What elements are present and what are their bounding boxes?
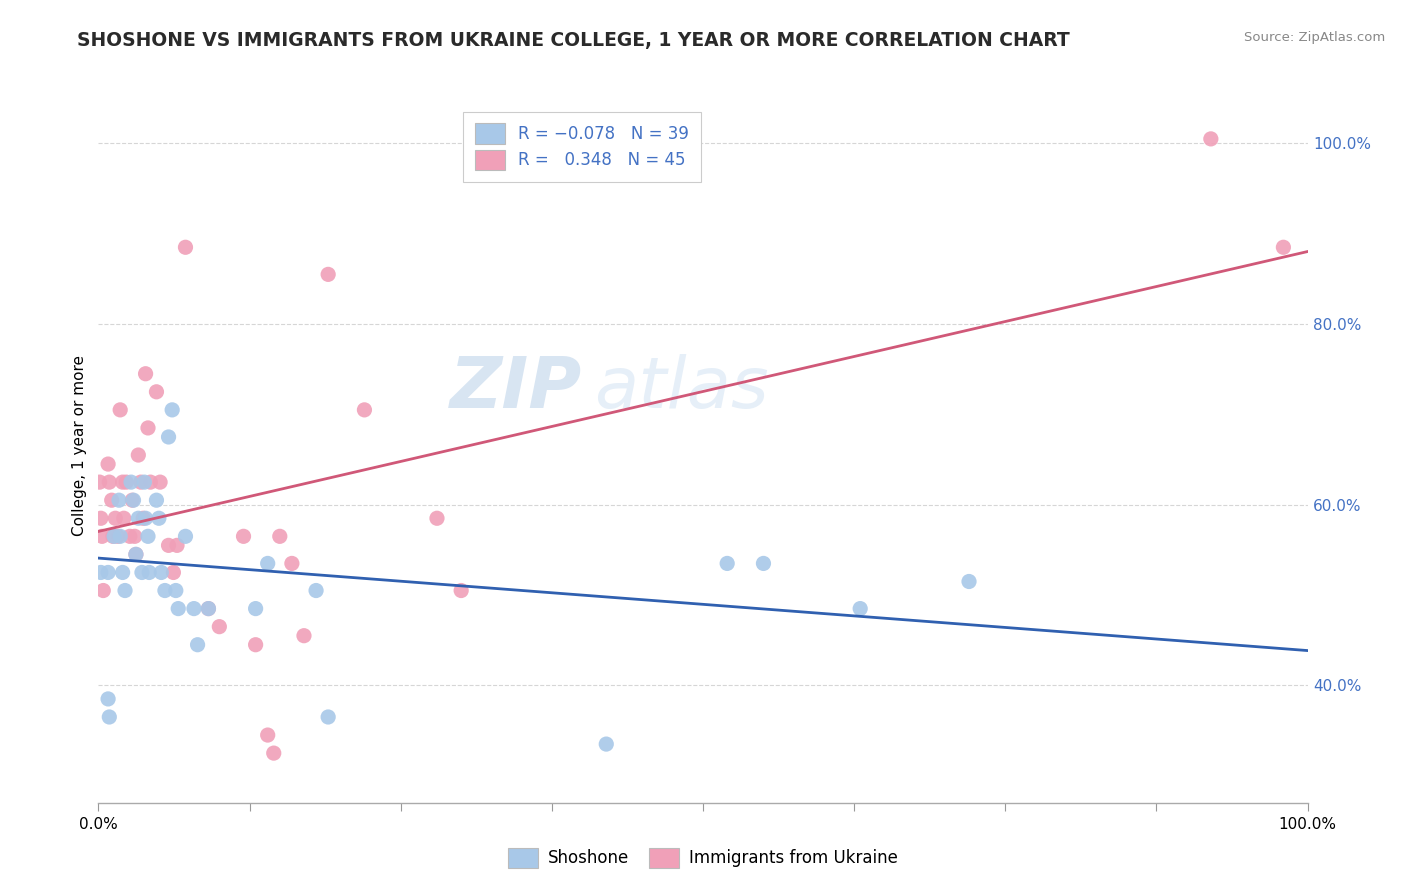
Point <box>208 620 231 634</box>
Point <box>187 638 209 652</box>
Point <box>131 566 153 580</box>
Point <box>245 601 267 615</box>
Point <box>97 457 120 471</box>
Text: SHOSHONE VS IMMIGRANTS FROM UKRAINE COLLEGE, 1 YEAR OR MORE CORRELATION CHART: SHOSHONE VS IMMIGRANTS FROM UKRAINE COLL… <box>77 31 1070 50</box>
Point <box>127 448 149 462</box>
Point <box>91 529 114 543</box>
Point <box>108 529 131 543</box>
Point <box>752 557 775 571</box>
Point <box>263 746 285 760</box>
Point <box>149 475 172 490</box>
Text: ZIP: ZIP <box>450 354 582 424</box>
Point <box>89 475 111 490</box>
Point <box>103 529 125 543</box>
Point <box>716 557 738 571</box>
Point <box>120 475 142 490</box>
Point <box>957 574 980 589</box>
Point <box>450 583 472 598</box>
Point <box>98 475 121 490</box>
Point <box>157 430 180 444</box>
Legend: R = −0.078   N = 39, R =   0.348   N = 45: R = −0.078 N = 39, R = 0.348 N = 45 <box>464 112 702 182</box>
Point <box>127 511 149 525</box>
Point <box>1199 132 1222 146</box>
Point <box>145 493 167 508</box>
Point <box>90 566 112 580</box>
Point <box>90 511 112 525</box>
Point <box>153 583 176 598</box>
Point <box>256 557 278 571</box>
Point <box>245 638 267 652</box>
Text: Source: ZipAtlas.com: Source: ZipAtlas.com <box>1244 31 1385 45</box>
Point <box>197 601 219 615</box>
Point <box>157 538 180 552</box>
Point <box>292 629 315 643</box>
Point <box>183 601 205 615</box>
Point <box>118 529 141 543</box>
Point <box>232 529 254 543</box>
Point <box>134 475 156 490</box>
Point <box>197 601 219 615</box>
Point <box>316 710 339 724</box>
Point <box>174 529 197 543</box>
Point <box>136 421 159 435</box>
Point <box>125 548 148 562</box>
Point <box>316 268 339 282</box>
Y-axis label: College, 1 year or more: College, 1 year or more <box>72 356 87 536</box>
Point <box>91 583 114 598</box>
Point <box>139 475 162 490</box>
Point <box>165 583 187 598</box>
Point <box>108 493 131 508</box>
Point <box>104 511 127 525</box>
Point <box>111 566 134 580</box>
Point <box>136 529 159 543</box>
Point <box>145 384 167 399</box>
Point <box>595 737 617 751</box>
Legend: Shoshone, Immigrants from Ukraine: Shoshone, Immigrants from Ukraine <box>502 841 904 875</box>
Text: atlas: atlas <box>595 354 769 424</box>
Point <box>115 475 138 490</box>
Point <box>269 529 291 543</box>
Point <box>122 493 145 508</box>
Point <box>132 511 155 525</box>
Point <box>1272 240 1295 254</box>
Point <box>162 566 184 580</box>
Point <box>138 566 160 580</box>
Point <box>256 728 278 742</box>
Point <box>150 566 173 580</box>
Point <box>124 529 146 543</box>
Point <box>426 511 449 525</box>
Point <box>108 402 131 417</box>
Point <box>166 538 188 552</box>
Point <box>100 493 122 508</box>
Point <box>135 511 157 525</box>
Point <box>101 529 124 543</box>
Point <box>135 367 157 381</box>
Point <box>98 710 121 724</box>
Point <box>281 557 304 571</box>
Point <box>125 548 148 562</box>
Point <box>111 475 134 490</box>
Point <box>97 692 120 706</box>
Point <box>148 511 170 525</box>
Point <box>97 566 120 580</box>
Point <box>167 601 190 615</box>
Point <box>107 529 129 543</box>
Point <box>353 402 375 417</box>
Point <box>305 583 328 598</box>
Point <box>160 402 183 417</box>
Point <box>849 601 872 615</box>
Point <box>112 511 135 525</box>
Point <box>174 240 197 254</box>
Point <box>114 583 136 598</box>
Point <box>129 475 152 490</box>
Point <box>121 493 143 508</box>
